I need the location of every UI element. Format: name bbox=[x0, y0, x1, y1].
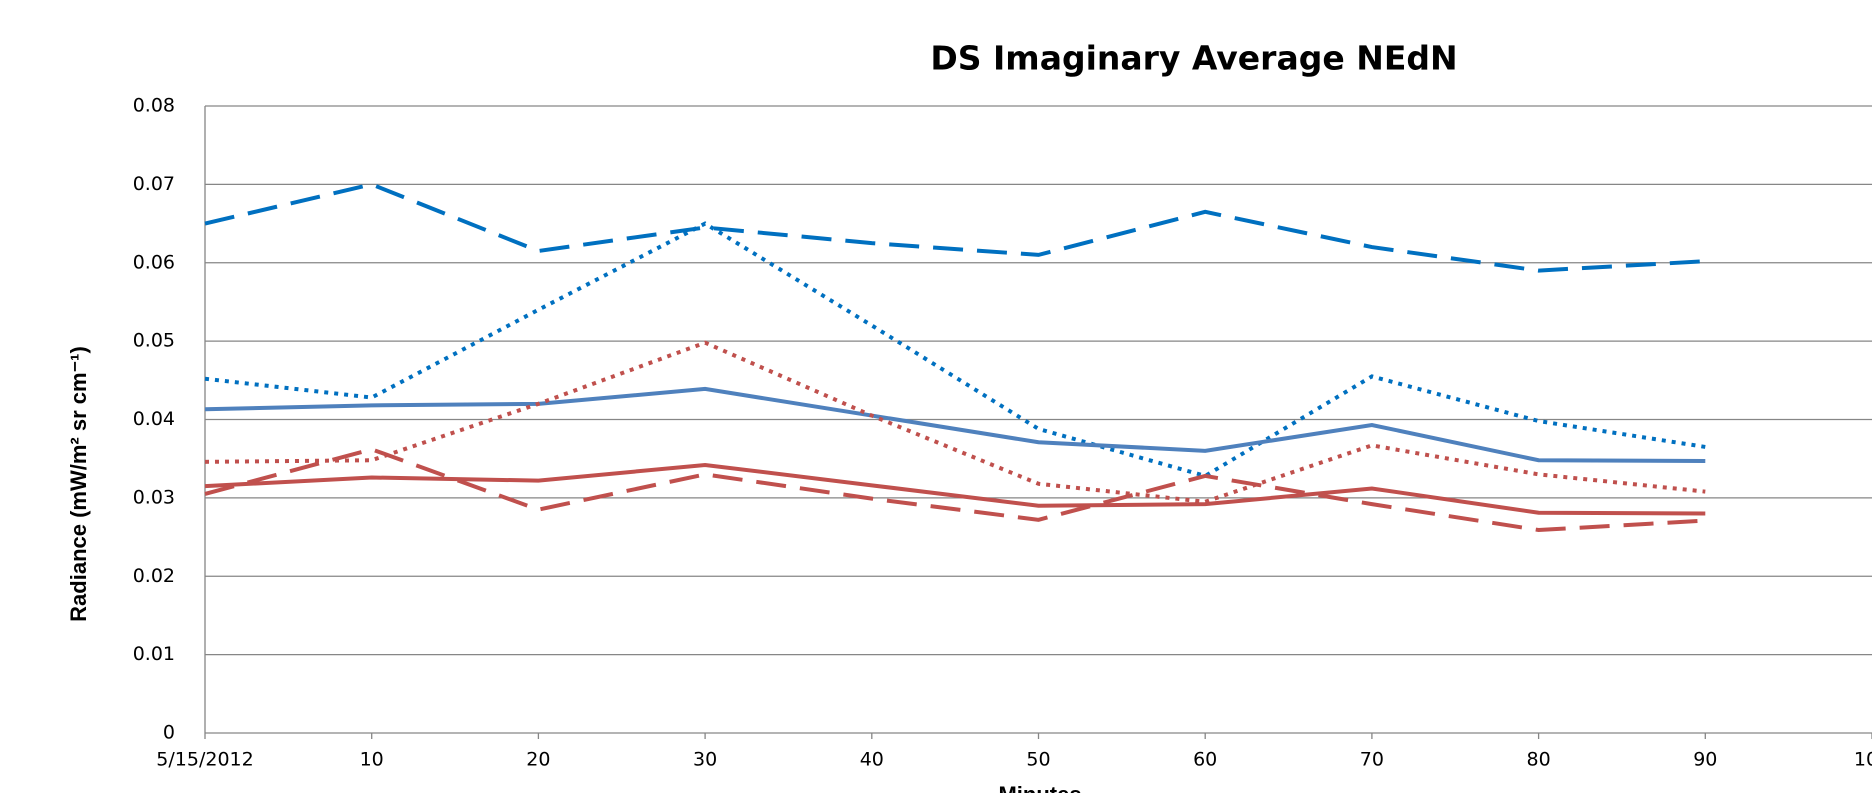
chart-title: DS Imaginary Average NEdN bbox=[930, 39, 1457, 78]
y-tick-label: 0.08 bbox=[133, 95, 175, 117]
series-line bbox=[204, 386, 1706, 464]
x-tick-label: 60 bbox=[1193, 749, 1217, 771]
y-tick-label: 0.06 bbox=[133, 251, 175, 273]
series-line bbox=[204, 221, 1706, 479]
y-tick-label: 0.04 bbox=[133, 408, 175, 430]
x-tick-label: 90 bbox=[1693, 749, 1717, 771]
y-tick-label: 0.02 bbox=[133, 565, 175, 587]
series-line bbox=[204, 447, 1706, 533]
x-tick-label: 5/15/2012 bbox=[156, 749, 253, 771]
x-tick-label: 40 bbox=[860, 749, 884, 771]
x-tick-label: 50 bbox=[1026, 749, 1050, 771]
x-axis-title: Minutes bbox=[998, 782, 1081, 793]
x-tick-label: 10 bbox=[360, 749, 384, 771]
x-tick-label: 30 bbox=[693, 749, 717, 771]
series-line bbox=[204, 182, 1706, 273]
y-tick-label: 0 bbox=[163, 722, 175, 744]
y-tick-label: 0.05 bbox=[133, 330, 175, 352]
series-line bbox=[204, 340, 1706, 504]
x-tick-label: 70 bbox=[1360, 749, 1384, 771]
y-axis-title: Radiance (mW/m² sr cm⁻¹) bbox=[66, 346, 91, 622]
series-line bbox=[204, 462, 1706, 516]
y-tick-label: 0.07 bbox=[133, 173, 175, 195]
x-tick-label: 80 bbox=[1527, 749, 1551, 771]
y-tick-label: 0.01 bbox=[133, 643, 175, 665]
x-tick-label: 100 bbox=[1854, 749, 1872, 771]
x-tick-label: 20 bbox=[526, 749, 550, 771]
y-tick-label: 0.03 bbox=[133, 486, 175, 508]
